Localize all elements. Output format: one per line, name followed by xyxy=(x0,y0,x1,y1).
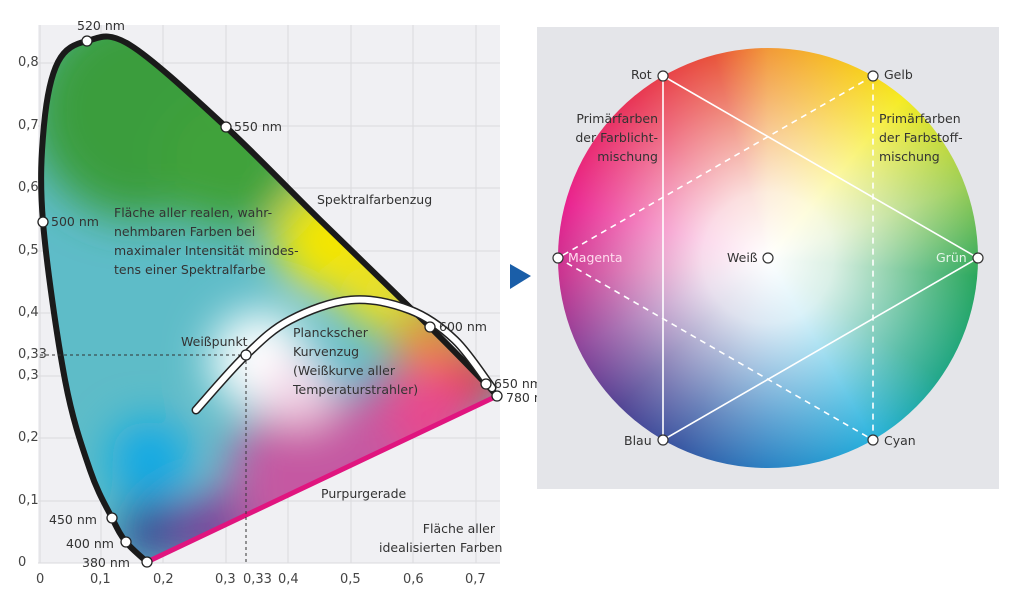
text-line: Fläche aller xyxy=(422,521,495,536)
text-line: nehmbaren Farben bei xyxy=(114,224,256,239)
red-point xyxy=(657,70,669,82)
y-tick: 0,2 xyxy=(18,430,39,445)
wavelength-label: 650 nm xyxy=(494,376,542,391)
wavelength-label: 600 nm xyxy=(439,319,487,334)
wavelength-label: 380 nm xyxy=(82,555,130,570)
cyan-point xyxy=(867,434,879,446)
text-line: (Weißkurve aller xyxy=(293,363,395,378)
magenta-label: Magenta xyxy=(568,250,623,265)
text-line: mischung xyxy=(597,149,658,164)
x-tick: 0,4 xyxy=(278,572,299,587)
white-point-marker xyxy=(240,349,252,361)
white-point xyxy=(762,252,774,264)
wavelength-markers xyxy=(37,35,503,568)
cyan-label: Cyan xyxy=(884,433,916,448)
wavelength-label: 520 nm xyxy=(77,18,125,33)
text-line: idealisierten Farben xyxy=(379,540,503,555)
text-line: mischung xyxy=(879,149,940,164)
green-point xyxy=(972,252,984,264)
spectral-locus xyxy=(38,33,500,565)
blue-label: Blau xyxy=(624,433,652,448)
wavelength-marker xyxy=(220,121,232,133)
y-tick: 0,3 xyxy=(18,368,39,383)
text-line: Primärfarben xyxy=(879,111,961,126)
y-tick: 0,8 xyxy=(18,55,39,70)
x-tick: 0,7 xyxy=(465,572,486,587)
text-line: der Farblicht- xyxy=(575,130,658,145)
additive-triangle xyxy=(662,74,980,442)
additive-primaries-label: Primärfarben der Farblicht- mischung xyxy=(570,109,658,166)
white-label: Weiß xyxy=(727,250,758,265)
x-tick: 0,5 xyxy=(340,572,361,587)
subtractive-primaries-label: Primärfarben der Farbstoff- mischung xyxy=(879,109,963,166)
wavelength-marker xyxy=(106,512,118,524)
y-tick: 0,5 xyxy=(18,243,39,258)
wavelength-marker xyxy=(120,536,132,548)
ideal-colors-label: Fläche aller idealisierten Farben xyxy=(379,519,503,557)
x-tick: 0,2 xyxy=(153,572,174,587)
y-tick: 0,6 xyxy=(18,180,39,195)
yellow-label: Gelb xyxy=(884,67,913,82)
text-line: Kurvenzug xyxy=(293,344,360,359)
wavelength-marker xyxy=(141,556,153,568)
text-line: Fläche aller realen, wahr- xyxy=(114,205,273,220)
arrow-right-icon xyxy=(510,264,531,289)
purple-line-label: Purpurgerade xyxy=(321,486,407,501)
wavelength-marker xyxy=(491,390,503,402)
wavelength-marker xyxy=(81,35,93,47)
wavelength-marker xyxy=(37,216,49,228)
text-line: tens einer Spektralfarbe xyxy=(114,262,266,277)
x-tick: 0,1 xyxy=(90,572,111,587)
red-label: Rot xyxy=(631,67,652,82)
x-tick: 0,3 xyxy=(215,572,236,587)
yellow-point xyxy=(867,70,879,82)
y-tick: 0 xyxy=(18,555,27,570)
text-line: Planckscher xyxy=(293,325,368,340)
real-colors-label: Fläche aller realen, wahr- nehmbaren Far… xyxy=(114,203,299,279)
text-line: maximaler Intensität mindes- xyxy=(114,243,299,258)
x-tick: 0,6 xyxy=(403,572,424,587)
white-point-label: Weißpunkt xyxy=(181,334,248,349)
wavelength-label: 450 nm xyxy=(49,512,97,527)
x-tick: 0 xyxy=(36,572,45,587)
blue-point xyxy=(657,434,669,446)
text-line: der Farbstoff- xyxy=(879,130,963,145)
magenta-point xyxy=(552,252,564,264)
text-line: Primärfarben xyxy=(576,111,658,126)
purple-line xyxy=(145,393,499,565)
y-tick: 0,33 xyxy=(18,347,47,362)
wavelength-label: 400 nm xyxy=(66,536,114,551)
subtractive-triangle xyxy=(556,74,874,442)
text-line: Temperaturstrahler) xyxy=(293,382,419,397)
planck-label: Planckscher Kurvenzug (Weißkurve aller T… xyxy=(293,323,418,399)
wavelength-marker xyxy=(480,378,492,390)
wavelength-marker xyxy=(424,321,436,333)
y-tick: 0,7 xyxy=(18,118,39,133)
wavelength-label: 550 nm xyxy=(234,119,282,134)
spectral-locus-label: Spektralfarbenzug xyxy=(317,192,433,207)
x-tick: 0,33 xyxy=(243,572,272,587)
y-tick: 0,1 xyxy=(18,493,39,508)
wavelength-label: 500 nm xyxy=(51,214,99,229)
green-label: Grün xyxy=(936,250,967,265)
y-tick: 0,4 xyxy=(18,305,39,320)
